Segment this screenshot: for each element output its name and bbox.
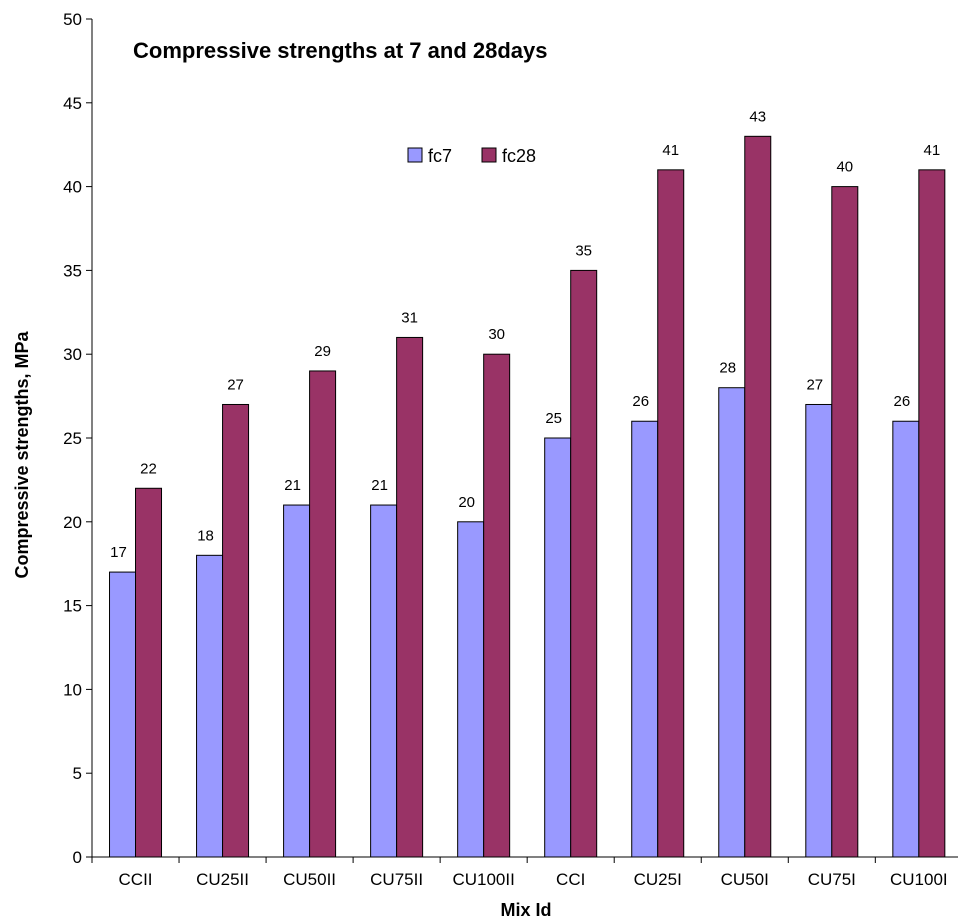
chart-title: Compressive strengths at 7 and 28days: [133, 38, 548, 63]
data-label: 25: [545, 410, 562, 427]
data-label: 27: [227, 376, 244, 393]
data-label: 20: [458, 494, 475, 511]
axes: 0 5 10 15 20 25 30 35 40 45 50 CCII CU25II CU50II CU75…: [63, 10, 958, 889]
bar-fc28: [483, 353, 511, 858]
bar-fc28: [744, 135, 772, 858]
x-tick-label: CU100I: [890, 870, 948, 889]
legend-label-fc7: fc7: [428, 146, 452, 166]
data-label: 26: [632, 393, 649, 410]
bar-fc7: [109, 571, 137, 858]
bar-fc28: [918, 169, 946, 858]
data-label: 27: [806, 376, 823, 393]
bar-fc28: [831, 186, 859, 858]
bar-fc7: [718, 387, 746, 858]
data-label: 22: [140, 460, 157, 477]
bar-fc28: [135, 487, 163, 858]
x-tick-label: CU50II: [283, 870, 336, 889]
bar-fc28: [657, 169, 685, 858]
data-label: 28: [719, 360, 736, 377]
bars: 17 22 18 27 21 29 21 31 20 30 25 35 26 41 28 43 27 40 26 41: [109, 108, 946, 858]
legend: fc7 fc28: [407, 146, 536, 166]
x-tick-label: CU50I: [721, 870, 769, 889]
data-label: 35: [575, 242, 592, 259]
x-tick-label: CU75I: [808, 870, 856, 889]
data-label: 43: [749, 108, 766, 125]
legend-swatch-fc28: [481, 147, 497, 163]
data-label: 21: [284, 477, 301, 494]
y-tick-label: 15: [63, 597, 82, 616]
bar-fc28: [396, 336, 424, 858]
y-tick-label: 10: [63, 680, 82, 699]
x-tick-label: CCI: [556, 870, 585, 889]
y-tick-label: 20: [63, 513, 82, 532]
bar-fc28: [222, 403, 250, 858]
x-tick-label: CU75II: [370, 870, 423, 889]
data-label: 18: [197, 527, 214, 544]
y-tick-label: 40: [63, 178, 82, 197]
data-label: 29: [314, 343, 331, 360]
data-label: 26: [893, 393, 910, 410]
data-label: 31: [401, 309, 418, 326]
x-tick-label: CCII: [119, 870, 153, 889]
y-tick-label: 35: [63, 261, 82, 280]
legend-swatch-fc7: [407, 147, 423, 163]
x-tick-label: CU25II: [196, 870, 249, 889]
legend-label-fc28: fc28: [502, 146, 536, 166]
y-tick-label: 45: [63, 94, 82, 113]
y-axis-title: Compressive strengths, MPa: [12, 330, 32, 578]
bar-fc7: [892, 420, 920, 858]
bar-fc7: [805, 403, 833, 858]
y-tick-label: 50: [63, 10, 82, 29]
data-label: 40: [836, 159, 853, 176]
x-tick-label: CU25I: [634, 870, 682, 889]
bar-fc28: [309, 370, 337, 858]
y-tick-label: 5: [73, 764, 82, 783]
bar-fc7: [370, 504, 398, 858]
bar-fc7: [196, 554, 224, 858]
bar-fc7: [544, 437, 572, 858]
data-label: 41: [662, 142, 679, 159]
data-label: 21: [371, 477, 388, 494]
bar-fc7: [631, 420, 659, 858]
bar-fc7: [283, 504, 311, 858]
data-label: 41: [923, 142, 940, 159]
x-tick-label: CU100II: [452, 870, 514, 889]
y-tick-label: 30: [63, 345, 82, 364]
y-tick-label: 0: [73, 848, 82, 867]
data-label: 30: [488, 326, 505, 343]
y-tick-label: 25: [63, 429, 82, 448]
bar-fc28: [570, 269, 598, 858]
bar-fc7: [457, 521, 485, 858]
x-axis-title: Mix Id: [500, 900, 551, 920]
data-label: 17: [110, 544, 127, 561]
